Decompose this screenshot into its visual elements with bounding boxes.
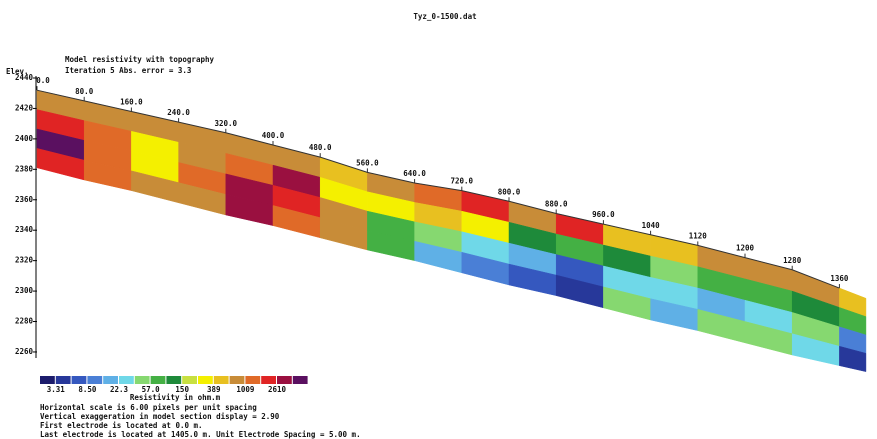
colorbar-box xyxy=(150,376,166,384)
colorbar-tick-label: 22.3 xyxy=(110,385,129,394)
x-tick-label: 960.0 xyxy=(592,210,615,219)
surface-line xyxy=(36,89,840,289)
note: Horizontal scale is 6.00 pixels per unit… xyxy=(40,403,257,412)
colorbar-box xyxy=(119,376,134,384)
colorbar-box xyxy=(71,376,87,384)
colorbar-box xyxy=(292,376,308,384)
x-tick-label: 0.0 xyxy=(36,76,50,85)
colorbar-box xyxy=(166,376,182,384)
colorbar-label: Resistivity in ohm.m xyxy=(130,393,221,402)
chart-subtitle: Iteration 5 Abs. error = 3.3 xyxy=(65,66,192,75)
x-tick-label: 320.0 xyxy=(215,119,238,128)
resistivity-cell xyxy=(839,345,867,372)
x-tick-label: 80.0 xyxy=(75,87,94,96)
colorbar-tick-label: 150 xyxy=(175,385,189,394)
note: Vertical exaggeration in model section d… xyxy=(40,412,280,421)
y-tick-label: 2400 xyxy=(15,134,34,143)
y-tick-label: 2280 xyxy=(15,317,34,326)
colorbar-box xyxy=(182,376,197,384)
colorbar-box xyxy=(198,376,213,384)
y-tick-label: 2300 xyxy=(15,286,34,295)
y-tick-label: 2320 xyxy=(15,256,34,265)
colorbar-box xyxy=(229,376,245,384)
colorbar-box xyxy=(40,376,55,384)
x-tick-label: 160.0 xyxy=(120,97,143,106)
x-tick-label: 480.0 xyxy=(309,143,332,152)
y-tick-label: 2420 xyxy=(15,103,34,112)
note: First electrode is located at 0.0 m. xyxy=(40,421,203,430)
colorbar-box xyxy=(103,376,118,384)
y-tick-label: 2340 xyxy=(15,225,34,234)
x-tick-label: 1280 xyxy=(783,256,802,265)
y-tick-label: 2440 xyxy=(15,73,34,82)
x-tick-label: 1120 xyxy=(689,231,708,240)
colorbar-box xyxy=(277,376,292,384)
x-tick-label: 240.0 xyxy=(167,108,190,117)
colorbar-tick-label: 8.50 xyxy=(78,385,97,394)
x-tick-label: 1200 xyxy=(736,244,755,253)
colorbar-box xyxy=(213,376,229,384)
y-axis-label: Elev. xyxy=(6,67,29,76)
x-tick-label: 1360 xyxy=(830,274,849,283)
y-tick-label: 2380 xyxy=(15,164,34,173)
x-tick-label: 720.0 xyxy=(451,177,474,186)
colorbar-tick-label: 57.0 xyxy=(142,385,161,394)
colorbar-box xyxy=(261,376,276,384)
y-tick-label: 2260 xyxy=(15,347,34,356)
y-tick-label: 2360 xyxy=(15,195,34,204)
colorbar-box xyxy=(55,376,71,384)
colorbar-tick-label: 1009 xyxy=(236,385,255,394)
colorbar-box xyxy=(87,376,103,384)
x-tick-label: 400.0 xyxy=(262,131,285,140)
colorbar-tick-label: 2610 xyxy=(268,385,287,394)
file-title: Tyz_0-1500.dat xyxy=(413,12,476,21)
x-tick-label: 800.0 xyxy=(498,187,521,196)
colorbar-tick-label: 389 xyxy=(207,385,221,394)
x-tick-label: 1040 xyxy=(642,221,661,230)
colorbar-box xyxy=(245,376,261,384)
colorbar-box xyxy=(134,376,150,384)
colorbar-tick-label: 3.31 xyxy=(47,385,66,394)
x-tick-label: 640.0 xyxy=(403,169,426,178)
x-tick-label: 880.0 xyxy=(545,199,568,208)
x-tick-label: 560.0 xyxy=(356,158,379,167)
chart-title: Model resistivity with topography xyxy=(65,55,214,64)
note: Last electrode is located at 1405.0 m. U… xyxy=(40,430,361,439)
